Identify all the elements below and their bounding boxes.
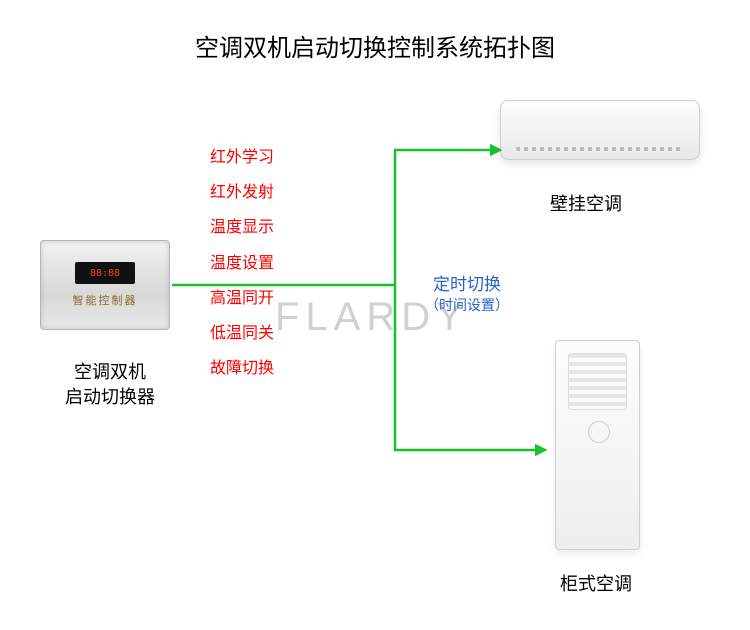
timer-label: 定时切换 （时间设置） — [425, 274, 509, 314]
controller-caption-line2: 启动切换器 — [65, 387, 155, 407]
feature-item: 红外发射 — [210, 175, 274, 210]
feature-item: 红外学习 — [210, 140, 274, 175]
floor-ac-device — [555, 340, 640, 550]
wall-ac-caption: 壁挂空调 — [550, 190, 622, 216]
controller-display: 88:88 — [75, 262, 135, 284]
diagram-title: 空调双机启动切换控制系统拓扑图 — [0, 28, 750, 63]
feature-item: 故障切换 — [210, 351, 274, 386]
controller-device: 88:88 智能控制器 — [40, 240, 170, 330]
controller-panel-label: 智能控制器 — [73, 292, 138, 308]
feature-item: 温度显示 — [210, 210, 274, 245]
feature-item: 低温同关 — [210, 316, 274, 351]
controller-caption-line1: 空调双机 — [74, 362, 146, 382]
timer-title: 定时切换 — [425, 274, 509, 296]
feature-item: 高温同开 — [210, 281, 274, 316]
feature-list: 红外学习 红外发射 温度显示 温度设置 高温同开 低温同关 故障切换 — [210, 140, 274, 386]
floor-ac-caption: 柜式空调 — [560, 570, 632, 596]
controller-caption: 空调双机 启动切换器 — [55, 360, 165, 410]
timer-sub: （时间设置） — [425, 296, 509, 314]
wall-ac-device — [500, 100, 700, 160]
feature-item: 温度设置 — [210, 246, 274, 281]
